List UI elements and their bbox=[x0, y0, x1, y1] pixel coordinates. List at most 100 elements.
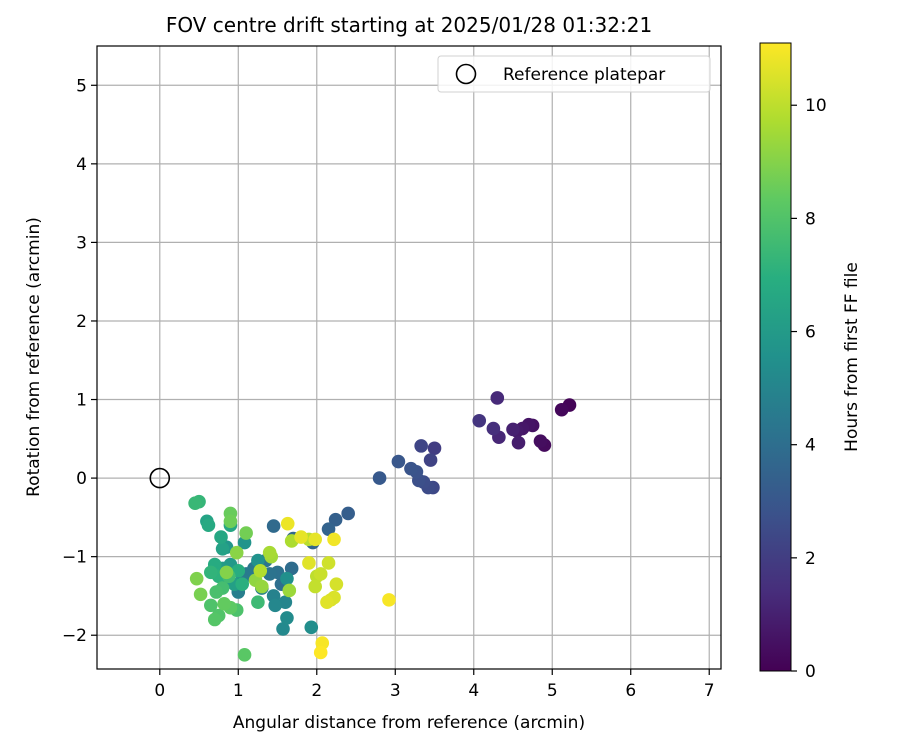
y-tick-label: 2 bbox=[76, 312, 87, 332]
colorbar-ticks: 0 2 4 6 8 10 bbox=[791, 96, 827, 682]
y-tick-label: 5 bbox=[76, 76, 87, 96]
data-point bbox=[321, 522, 336, 536]
data-point bbox=[280, 611, 294, 625]
data-point bbox=[294, 530, 308, 544]
x-tick-label: 5 bbox=[547, 681, 558, 701]
colorbar-label: Hours from first FF file bbox=[842, 262, 862, 452]
data-point bbox=[278, 595, 293, 610]
data-point bbox=[268, 598, 282, 613]
x-tick-label: 7 bbox=[704, 681, 715, 701]
data-point bbox=[554, 402, 569, 417]
data-point bbox=[372, 471, 387, 485]
data-points bbox=[188, 391, 577, 662]
x-tick-label: 1 bbox=[233, 681, 244, 701]
y-tick-label: 0 bbox=[76, 469, 87, 489]
data-point bbox=[223, 514, 238, 529]
data-point bbox=[201, 518, 216, 533]
data-point bbox=[313, 567, 328, 581]
data-point bbox=[391, 454, 406, 469]
data-point bbox=[321, 556, 336, 570]
plot-frame bbox=[96, 45, 722, 670]
colorbar: 0 2 4 6 8 10 Hours from first FF file bbox=[759, 42, 862, 682]
data-point bbox=[237, 648, 252, 662]
data-point bbox=[193, 587, 208, 602]
grid bbox=[97, 46, 721, 669]
data-point bbox=[219, 565, 234, 580]
data-point bbox=[506, 422, 520, 437]
y-tick-label: 4 bbox=[76, 155, 87, 175]
x-tick-label: 2 bbox=[311, 681, 322, 701]
colorbar-gradient bbox=[759, 42, 792, 672]
chart-title: FOV centre drift starting at 2025/01/28 … bbox=[166, 13, 652, 37]
legend-box bbox=[437, 55, 711, 93]
colorbar-tick-label: 8 bbox=[805, 209, 816, 229]
data-point bbox=[327, 532, 341, 547]
x-axis-label: Angular distance from reference (arcmin) bbox=[233, 713, 585, 733]
data-point bbox=[204, 565, 218, 580]
data-point bbox=[204, 598, 218, 613]
data-point bbox=[404, 461, 418, 476]
x-axis: 0 1 2 3 4 5 6 7 bbox=[154, 669, 715, 701]
x-tick-label: 0 bbox=[154, 681, 165, 701]
data-point bbox=[266, 519, 281, 533]
data-point bbox=[423, 453, 438, 467]
x-tick-label: 3 bbox=[390, 681, 401, 701]
data-point bbox=[511, 435, 526, 450]
colorbar-tick-label: 0 bbox=[805, 662, 816, 682]
data-point bbox=[304, 620, 319, 635]
data-point bbox=[276, 622, 290, 636]
data-point bbox=[207, 612, 222, 627]
data-point bbox=[239, 526, 253, 540]
x-tick-label: 6 bbox=[625, 681, 636, 701]
data-point bbox=[251, 595, 265, 610]
data-point bbox=[486, 421, 501, 436]
colorbar-tick-label: 4 bbox=[805, 436, 816, 456]
colorbar-tick-label: 6 bbox=[805, 323, 816, 343]
data-point bbox=[382, 593, 396, 607]
data-point bbox=[329, 577, 344, 591]
y-tick-label: −2 bbox=[62, 626, 87, 646]
data-point bbox=[313, 645, 328, 660]
y-tick-label: 3 bbox=[76, 233, 87, 253]
y-tick-label: −1 bbox=[62, 548, 87, 568]
data-point bbox=[188, 496, 202, 511]
data-point bbox=[302, 556, 316, 570]
data-point bbox=[490, 391, 505, 405]
data-point bbox=[280, 571, 294, 586]
data-point bbox=[320, 595, 334, 610]
data-point bbox=[282, 583, 297, 598]
legend-label: Reference platepar bbox=[503, 65, 665, 85]
data-point bbox=[414, 439, 428, 453]
data-point bbox=[215, 541, 230, 556]
x-tick-label: 4 bbox=[468, 681, 479, 701]
legend-marker-icon bbox=[455, 63, 477, 85]
data-point bbox=[308, 579, 323, 594]
data-point bbox=[280, 516, 295, 531]
y-tick-label: 1 bbox=[76, 391, 87, 411]
legend: Reference platepar bbox=[437, 55, 711, 93]
data-point bbox=[235, 577, 250, 591]
data-point bbox=[229, 545, 244, 560]
data-point bbox=[341, 506, 355, 521]
colorbar-tick-label: 10 bbox=[805, 96, 827, 116]
reference-point bbox=[149, 467, 171, 489]
data-point bbox=[209, 585, 224, 599]
data-point bbox=[255, 579, 269, 594]
data-point bbox=[328, 512, 343, 527]
data-point bbox=[253, 563, 268, 578]
y-axis-label: Rotation from reference (arcmin) bbox=[24, 217, 44, 497]
data-point bbox=[217, 596, 231, 611]
y-axis: −2 −1 0 1 2 3 4 5 bbox=[62, 76, 97, 646]
data-point bbox=[251, 553, 265, 568]
colorbar-tick-label: 2 bbox=[805, 549, 816, 569]
data-point bbox=[189, 571, 204, 586]
reference-marker bbox=[149, 467, 171, 489]
data-point bbox=[308, 532, 323, 547]
data-point bbox=[472, 413, 487, 428]
data-point bbox=[427, 441, 442, 456]
data-point bbox=[214, 530, 228, 544]
data-point bbox=[533, 434, 548, 448]
data-point bbox=[262, 545, 277, 560]
data-point bbox=[284, 561, 299, 576]
